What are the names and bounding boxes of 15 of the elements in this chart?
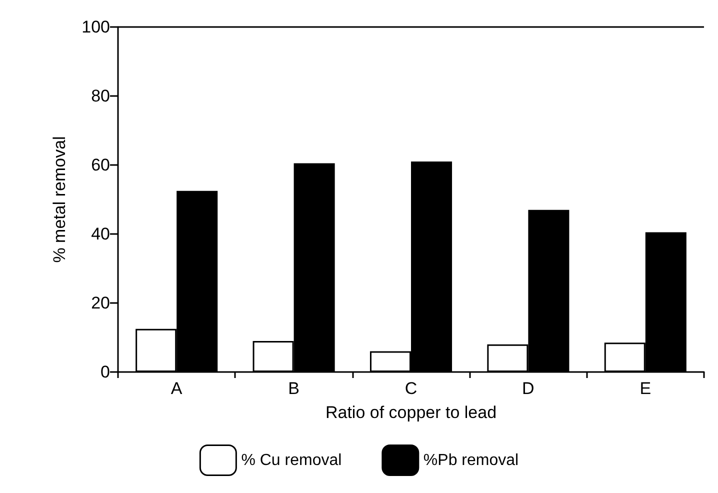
x-tick-label: B [288,379,300,398]
y-axis-title: % metal removal [50,136,69,263]
x-tick-label: E [640,379,652,398]
y-tick-label: 40 [91,224,110,244]
y-tick-label: 80 [91,86,110,106]
x-axis-title: Ratio of copper to lead [325,403,497,422]
y-tick-label: 20 [91,294,110,312]
x-tick-label: C [404,379,418,398]
x-tick-label: D [522,379,534,398]
legend-label: % Cu removal [241,452,342,469]
y-tick-label: 0 [100,362,110,382]
y-tick-label: 100 [82,18,110,36]
y-tick-label: 60 [91,156,110,174]
x-tick-label: A [170,379,183,398]
legend-label: %Pb removal [423,452,519,469]
